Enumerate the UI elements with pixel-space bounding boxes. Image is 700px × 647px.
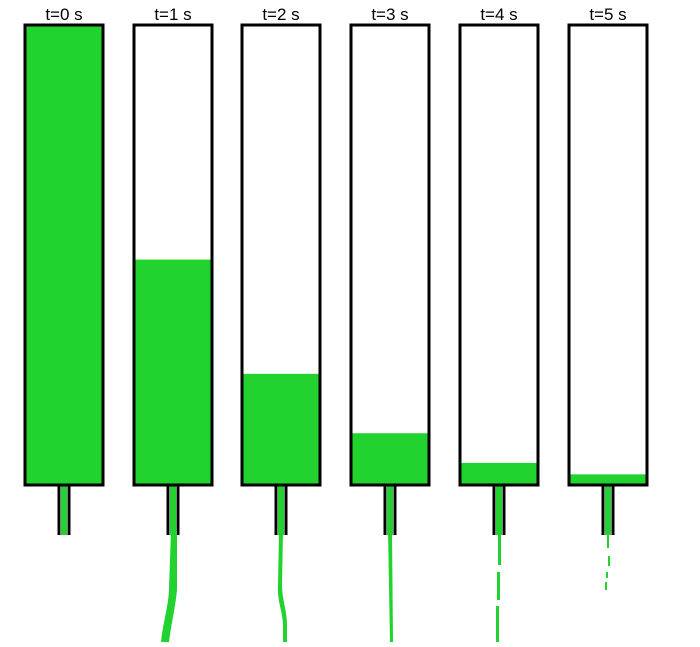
time-label: t=1 s [154, 5, 191, 24]
liquid-stream [497, 572, 500, 600]
liquid-fill [135, 259, 211, 484]
nozzle-outline [57, 485, 71, 535]
tank-5: t=5 s [567, 5, 649, 590]
liquid-stream [606, 572, 608, 578]
tank-outline [132, 23, 214, 487]
tank-4: t=4 s [458, 5, 540, 642]
tank-outline [23, 23, 105, 487]
tank-2: t=2 s [240, 5, 322, 642]
tank-outline [567, 23, 649, 487]
liquid-fill [243, 373, 319, 484]
liquid-fill [352, 433, 428, 484]
nozzle-liquid [170, 485, 176, 535]
nozzle-outline [492, 485, 506, 535]
tank-1: t=1 s [132, 5, 214, 642]
time-label: t=2 s [262, 5, 299, 24]
liquid-stream [608, 556, 610, 566]
nozzle-liquid [61, 485, 67, 535]
time-label: t=4 s [480, 5, 517, 24]
liquid-stream [498, 531, 501, 565]
liquid-stream [388, 531, 393, 642]
nozzle-outline [601, 485, 615, 535]
nozzle-outline [383, 485, 397, 535]
liquid-stream [605, 582, 607, 590]
time-label: t=3 s [371, 5, 408, 24]
nozzle-outline [166, 485, 180, 535]
tank-0: t=0 s [23, 5, 105, 535]
liquid-stream [277, 531, 287, 642]
liquid-stream [496, 606, 499, 642]
liquid-stream [161, 531, 177, 642]
tank-outline [240, 23, 322, 487]
liquid-fill [570, 474, 646, 484]
nozzle-liquid [387, 485, 393, 535]
tank-3: t=3 s [349, 5, 431, 642]
nozzle-liquid [605, 485, 611, 535]
liquid-fill [26, 26, 102, 484]
liquid-stream [607, 532, 609, 548]
nozzle-outline [274, 485, 288, 535]
nozzle-liquid [496, 485, 502, 535]
liquid-fill [461, 462, 537, 484]
time-label: t=5 s [589, 5, 626, 24]
time-label: t=0 s [45, 5, 82, 24]
tank-outline [349, 23, 431, 487]
nozzle-liquid [278, 485, 284, 535]
tank-outline [458, 23, 540, 487]
